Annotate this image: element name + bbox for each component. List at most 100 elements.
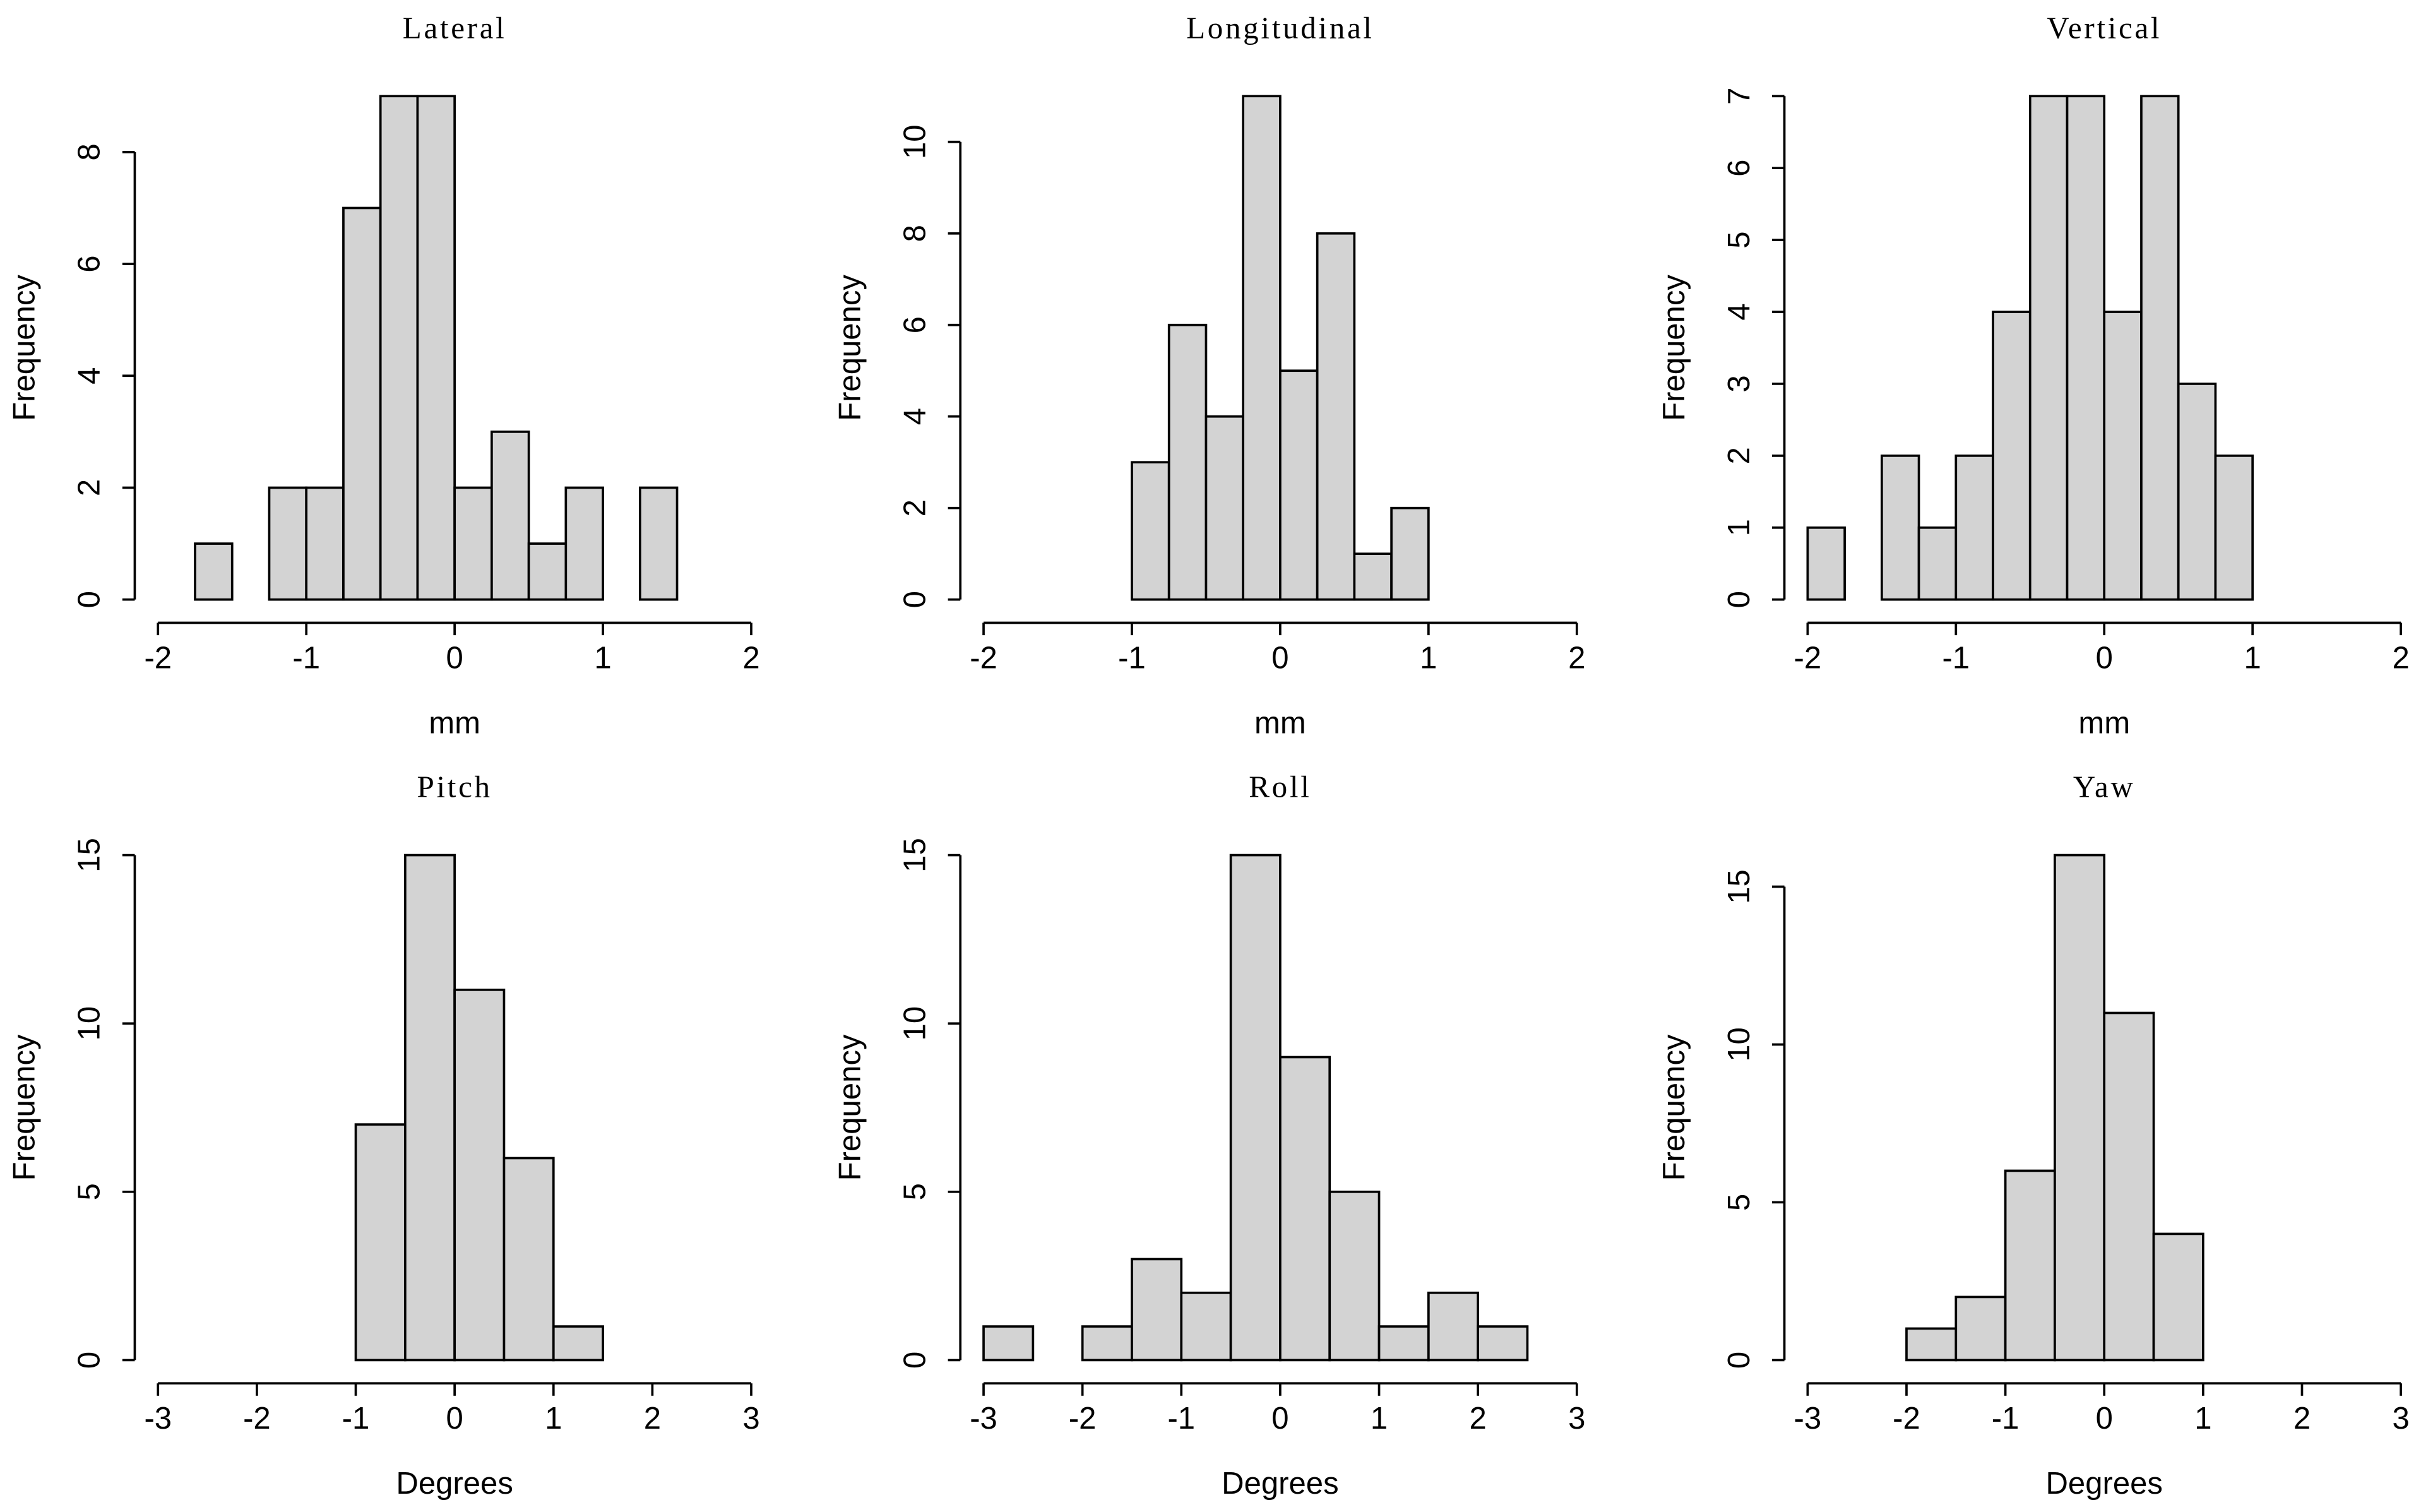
histogram-bar [2066,95,2106,601]
y-tick-label: 10 [1722,1027,1756,1062]
x-tick-label: -3 [970,1402,997,1436]
histogram-bar [2028,95,2069,601]
histogram-bar [1390,506,1430,601]
histogram-bar [552,1325,604,1362]
histogram-bar [342,206,382,601]
y-axis-label: Frequency [8,1034,42,1181]
histogram-bar [2214,455,2254,601]
x-tick-label: -1 [292,641,320,675]
histogram-bar [1279,1056,1331,1362]
histogram-bar [1880,455,1920,601]
histogram-bar [1242,95,1282,601]
x-axis-label: mm [1254,706,1306,740]
histogram-bar [453,988,506,1362]
x-tick-label: -1 [1942,641,1970,675]
chart-title: Roll [1249,770,1311,804]
histogram-bar [1905,1327,1958,1362]
chart-title: Longitudinal [1186,10,1374,45]
x-tick-label: 3 [2392,1402,2409,1436]
y-tick-label: 5 [1722,1194,1756,1211]
x-tick-label: -2 [1069,1402,1097,1436]
y-tick-label: 2 [73,479,107,496]
x-tick-label: 0 [1271,1402,1288,1436]
x-tick-label: 0 [2096,1402,2113,1436]
y-tick-label: 4 [1722,303,1756,320]
histogram-bar [2152,1232,2204,1362]
histogram-bar [2140,95,2180,601]
histogram-bar [1954,455,1994,601]
histogram-bar [453,486,493,601]
x-tick-label: -3 [144,1402,172,1436]
histogram-bar [1131,461,1170,601]
histogram-bar [1180,1291,1232,1362]
y-tick-label: 0 [73,591,107,608]
y-tick-label: 6 [1722,160,1756,177]
histogram-bar [379,95,419,601]
x-tick-label: -1 [1992,1402,2019,1436]
histogram-bar [2004,1169,2056,1362]
x-tick-label: 2 [2293,1402,2311,1436]
y-axis-label: Frequency [8,275,42,421]
y-tick-label: 5 [73,1183,107,1200]
x-tick-label: 0 [1271,641,1288,675]
histogram-bar [1353,552,1393,601]
x-tick-label: 2 [644,1402,661,1436]
y-tick-label: 8 [73,143,107,160]
x-tick-label: 1 [545,1402,562,1436]
x-tick-label: 0 [446,1402,463,1436]
y-tick-label: 4 [73,367,107,384]
x-tick-label: 1 [1371,1402,1388,1436]
histogram-bar [1427,1291,1479,1362]
x-axis-label: mm [2078,706,2130,740]
y-tick-label: 15 [1722,869,1756,904]
x-tick-label: -1 [1118,641,1146,675]
x-tick-label: 3 [1568,1402,1585,1436]
y-tick-label: 1 [1722,519,1756,536]
y-tick-label: 5 [898,1183,932,1200]
y-tick-label: 0 [898,591,932,608]
histogram-bar [416,95,456,601]
x-tick-label: 2 [2392,641,2409,675]
y-tick-label: 2 [1722,447,1756,464]
y-tick-label: 6 [73,255,107,272]
x-axis-label: mm [429,706,480,740]
histogram-bar [491,431,530,601]
histogram-bar [2054,854,2106,1362]
histogram-bar [194,542,234,601]
histogram-bar [638,486,679,601]
x-tick-label: 1 [2194,1402,2211,1436]
histogram-bar [2103,1011,2155,1362]
x-tick-label: -2 [243,1402,271,1436]
y-tick-label: 4 [898,408,932,425]
histogram-bar [305,486,345,601]
histogram-bar [1806,526,1846,601]
x-tick-label: 0 [2096,641,2113,675]
y-tick-label: 15 [898,838,932,872]
y-axis-label: Frequency [1657,275,1691,421]
x-axis-label: Degrees [2046,1467,2163,1501]
x-tick-label: 2 [1470,1402,1487,1436]
x-tick-label: 1 [1420,641,1437,675]
x-tick-label: 2 [742,641,759,675]
histogram-bar [1081,1325,1133,1362]
y-tick-label: 5 [1722,231,1756,248]
y-tick-label: 0 [1722,591,1756,608]
y-axis-label: Frequency [1657,1034,1691,1181]
x-tick-label: -1 [1167,1402,1195,1436]
histogram-bar [1917,526,1958,601]
y-tick-label: 7 [1722,88,1756,105]
chart-title: Vertical [2047,10,2162,45]
x-tick-label: 1 [2244,641,2261,675]
y-tick-label: 10 [73,1006,107,1041]
x-tick-label: -2 [1794,641,1822,675]
x-tick-label: 3 [742,1402,759,1436]
y-tick-label: 0 [1722,1352,1756,1369]
x-tick-label: 0 [446,641,463,675]
histogram-bar [2177,383,2217,601]
y-axis-label: Frequency [833,275,867,421]
histogram-bar [503,1157,555,1362]
y-tick-label: 0 [73,1352,107,1369]
chart-title: Pitch [417,770,492,804]
x-tick-label: -2 [1893,1402,1920,1436]
x-tick-label: 1 [594,641,611,675]
